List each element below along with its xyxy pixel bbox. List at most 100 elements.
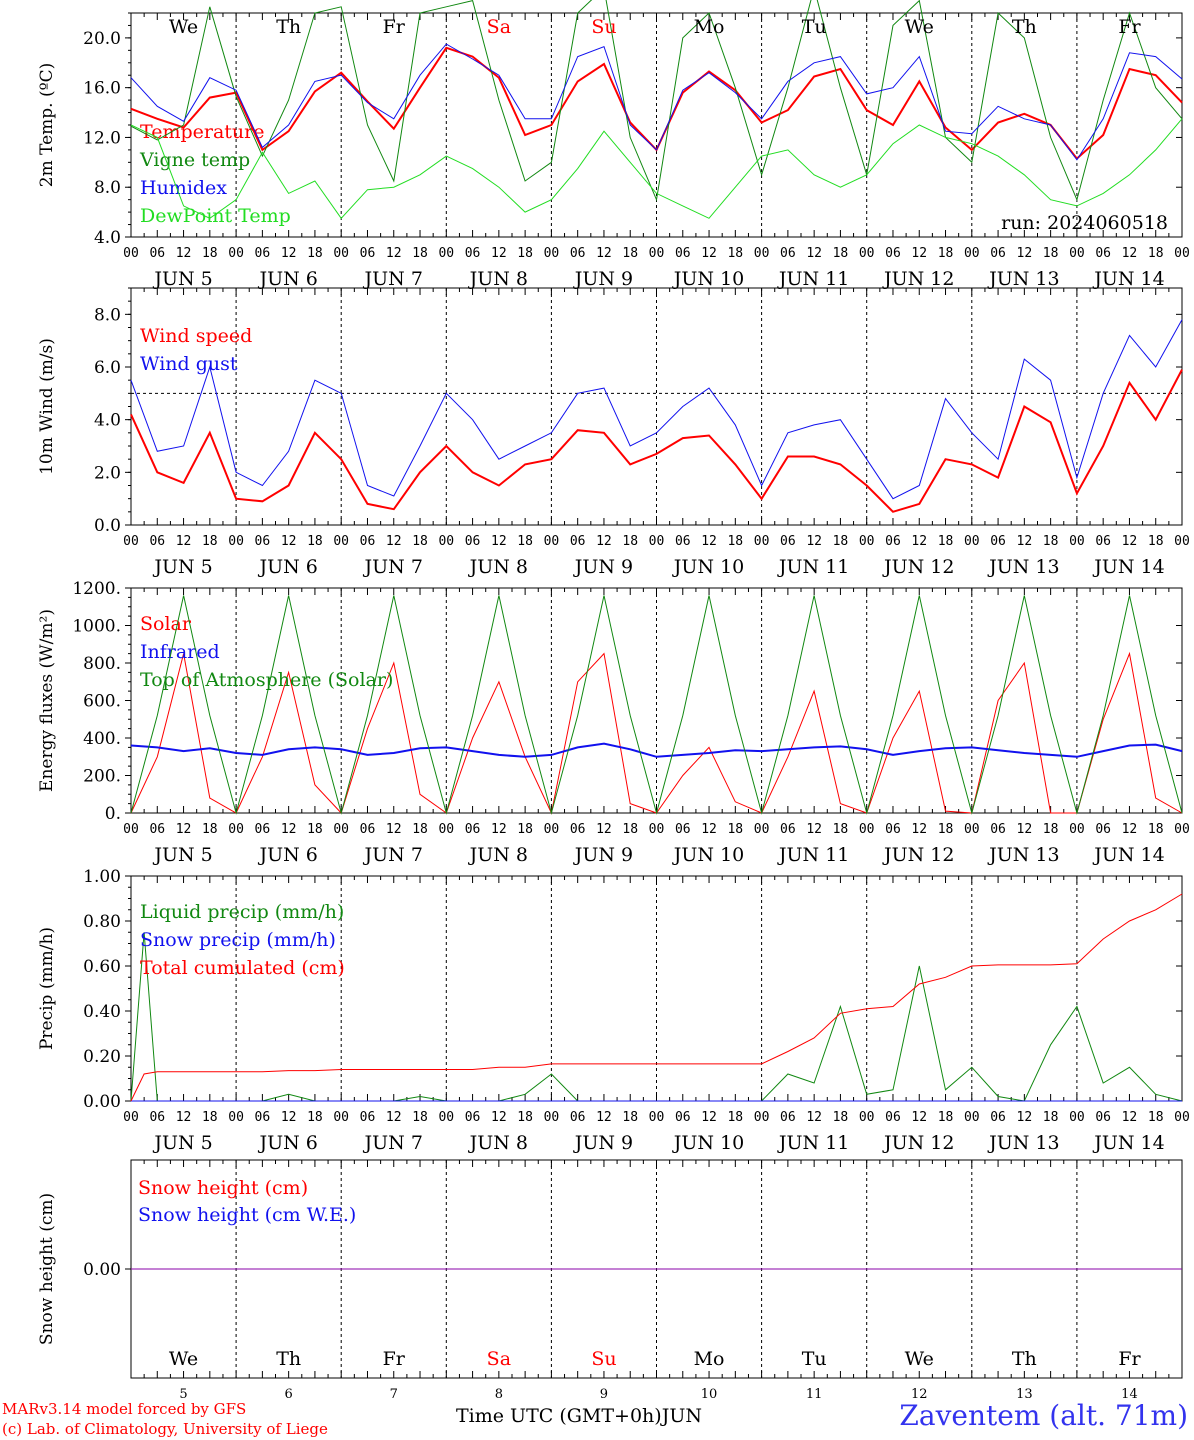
panel-2-y-axis-label: Energy fluxes (W/m²) bbox=[37, 609, 57, 792]
day-name: We bbox=[169, 1348, 198, 1370]
lab-credit: (c) Lab. of Climatology, University of L… bbox=[2, 1420, 328, 1438]
date-label: JUN 9 bbox=[573, 556, 633, 578]
hour-tick-label: 00 bbox=[754, 1110, 770, 1125]
time-axis-title: Time UTC (GMT+0h)JUN bbox=[456, 1405, 702, 1427]
hour-tick-label: 18 bbox=[833, 822, 849, 837]
date-label: JUN 7 bbox=[363, 844, 423, 866]
panel-1-y-tick-label: 4.0 bbox=[94, 411, 121, 431]
hour-tick-label: 06 bbox=[149, 534, 165, 549]
date-label: JUN 5 bbox=[152, 268, 212, 290]
hour-tick-label: 12 bbox=[491, 534, 507, 549]
hour-tick-label: 06 bbox=[675, 534, 691, 549]
panel-0-y-tick-label: 4.0 bbox=[94, 228, 121, 248]
bottom-date-label: 8 bbox=[495, 1387, 503, 1402]
hour-tick-label: 06 bbox=[360, 1110, 376, 1125]
hour-tick-label: 00 bbox=[859, 534, 875, 549]
panel-2-y-tick-label: 0. bbox=[105, 804, 121, 824]
hour-tick-label: 00 bbox=[1069, 1110, 1085, 1125]
hour-tick-label: 06 bbox=[990, 1110, 1006, 1125]
hour-tick-label: 00 bbox=[438, 534, 454, 549]
hour-tick-label: 00 bbox=[438, 1110, 454, 1125]
hour-tick-label: 00 bbox=[754, 822, 770, 837]
hour-tick-label: 00 bbox=[123, 1110, 139, 1125]
hour-tick-label: 18 bbox=[727, 534, 743, 549]
hour-tick-label: 12 bbox=[281, 1110, 297, 1125]
hour-tick-label: 12 bbox=[701, 246, 717, 261]
hour-tick-label: 18 bbox=[517, 1110, 533, 1125]
hour-tick-label: 18 bbox=[727, 822, 743, 837]
hour-tick-label: 00 bbox=[649, 246, 665, 261]
day-name: Fr bbox=[383, 1348, 406, 1370]
hour-tick-label: 18 bbox=[1148, 1110, 1164, 1125]
hour-tick-label: 00 bbox=[438, 822, 454, 837]
hour-tick-label: 06 bbox=[675, 1110, 691, 1125]
legend-entry: Liquid precip (mm/h) bbox=[140, 901, 344, 923]
day-name: Fr bbox=[1118, 16, 1141, 38]
panel-1-y-tick-label: 2.0 bbox=[94, 463, 121, 483]
hour-tick-label: 06 bbox=[360, 534, 376, 549]
hour-tick-label: 18 bbox=[1043, 1110, 1059, 1125]
legend-entry: DewPoint Temp bbox=[140, 205, 291, 227]
hour-tick-label: 12 bbox=[806, 246, 822, 261]
panel-0-y-tick-label: 16.0 bbox=[83, 79, 121, 99]
legend-entry: Temperature bbox=[140, 121, 264, 143]
hour-tick-label: 00 bbox=[228, 246, 244, 261]
date-label: JUN 6 bbox=[257, 268, 317, 290]
panel-2-y-tick-label: 400. bbox=[83, 729, 121, 749]
hour-tick-label: 18 bbox=[307, 246, 323, 261]
hour-tick-label: 12 bbox=[701, 1110, 717, 1125]
hour-tick-label: 00 bbox=[228, 534, 244, 549]
hour-tick-label: 18 bbox=[622, 822, 638, 837]
bottom-date-label: 12 bbox=[911, 1387, 928, 1402]
hour-tick-label: 06 bbox=[1095, 1110, 1111, 1125]
hour-tick-label: 18 bbox=[202, 246, 218, 261]
hour-tick-label: 06 bbox=[570, 534, 586, 549]
hour-tick-label: 12 bbox=[596, 822, 612, 837]
hour-tick-label: 12 bbox=[386, 246, 402, 261]
hour-tick-label: 06 bbox=[990, 822, 1006, 837]
panel-1-y-tick-label: 8.0 bbox=[94, 305, 121, 325]
hour-tick-label: 18 bbox=[1148, 246, 1164, 261]
hour-tick-label: 18 bbox=[412, 246, 428, 261]
hour-tick-label: 00 bbox=[859, 822, 875, 837]
hour-tick-label: 06 bbox=[885, 534, 901, 549]
hour-tick-label: 12 bbox=[176, 246, 192, 261]
hour-tick-label: 00 bbox=[649, 534, 665, 549]
hour-tick-label: 18 bbox=[412, 1110, 428, 1125]
date-label: JUN 14 bbox=[1092, 844, 1164, 866]
panel-1-y-tick-label: 0.0 bbox=[94, 516, 121, 536]
date-label: JUN 9 bbox=[573, 844, 633, 866]
panel-3-y-tick-label: 0.20 bbox=[83, 1047, 121, 1067]
hour-tick-label: 00 bbox=[333, 1110, 349, 1125]
hour-tick-label: 00 bbox=[1174, 246, 1190, 261]
date-label: JUN 8 bbox=[468, 556, 528, 578]
hour-tick-label: 18 bbox=[202, 534, 218, 549]
hour-tick-label: 18 bbox=[727, 1110, 743, 1125]
hour-tick-label: 00 bbox=[964, 822, 980, 837]
hour-tick-label: 18 bbox=[622, 1110, 638, 1125]
hour-tick-label: 00 bbox=[333, 822, 349, 837]
hour-tick-label: 18 bbox=[1043, 822, 1059, 837]
date-label: JUN 7 bbox=[363, 556, 423, 578]
hour-tick-label: 06 bbox=[570, 822, 586, 837]
series-line-vigne-temp bbox=[130, 0, 1183, 202]
date-label: JUN 14 bbox=[1092, 556, 1164, 578]
day-name: Su bbox=[591, 1348, 616, 1370]
hour-tick-label: 12 bbox=[281, 246, 297, 261]
day-name: We bbox=[169, 16, 198, 38]
legend-entry: Humidex bbox=[140, 177, 227, 199]
date-label: JUN 7 bbox=[363, 1132, 423, 1154]
panel-4-y-tick-label: 0.00 bbox=[83, 1260, 121, 1280]
hour-tick-label: 12 bbox=[1122, 1110, 1138, 1125]
panel-0-y-tick-label: 12.0 bbox=[83, 128, 121, 148]
legend-entry: Total cumulated (cm) bbox=[140, 957, 345, 979]
panel-2-y-tick-label: 600. bbox=[83, 692, 121, 712]
hour-tick-label: 18 bbox=[1148, 822, 1164, 837]
hour-tick-label: 18 bbox=[517, 822, 533, 837]
date-label: JUN 6 bbox=[257, 844, 317, 866]
hour-tick-label: 06 bbox=[780, 246, 796, 261]
hour-tick-label: 12 bbox=[1017, 246, 1033, 261]
hour-tick-label: 12 bbox=[281, 822, 297, 837]
hour-tick-label: 00 bbox=[333, 246, 349, 261]
